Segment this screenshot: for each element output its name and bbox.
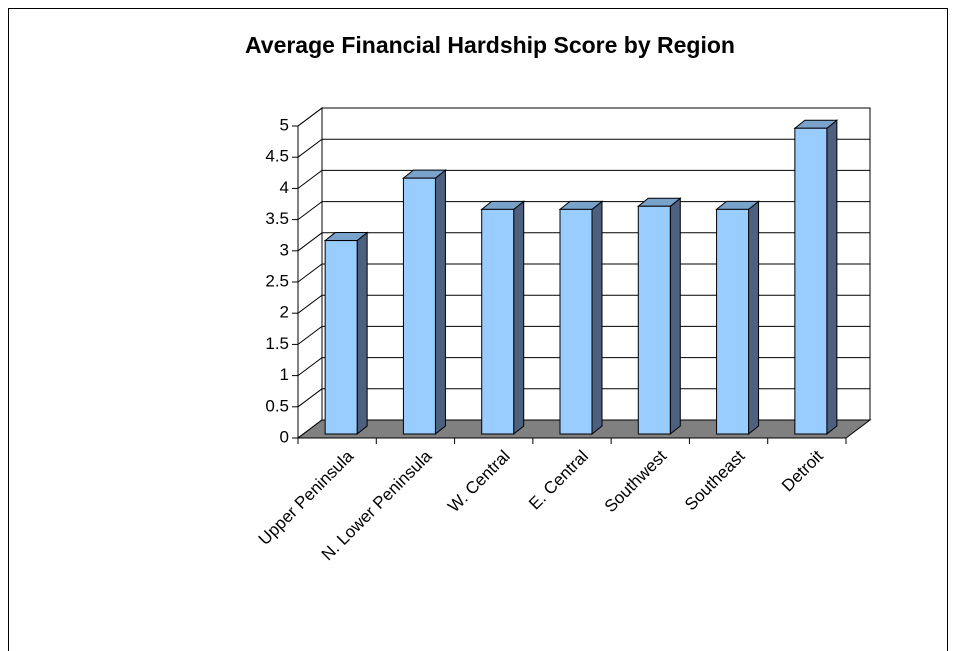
bar-side [669, 197, 681, 436]
y-tick-label: 0.5 [265, 396, 289, 415]
grid-line [297, 325, 870, 345]
bar [323, 231, 369, 436]
grid-line [297, 169, 870, 189]
y-tick-label: 4.5 [265, 147, 289, 166]
bar [636, 197, 682, 436]
bar-side [591, 200, 603, 436]
y-tick-label: 0 [280, 427, 289, 446]
y-tick-label: 4 [280, 178, 289, 197]
grid-line [297, 201, 870, 221]
bar-front [559, 208, 593, 435]
y-tick-label: 1 [280, 365, 289, 384]
grid-line [297, 294, 870, 314]
y-tick-label: 2.5 [265, 271, 289, 290]
y-tick-label: 1.5 [265, 334, 289, 353]
grid-line [297, 138, 870, 158]
chart-title: Average Financial Hardship Score by Regi… [245, 32, 735, 58]
grid-line [297, 107, 870, 127]
grid-line [297, 357, 870, 377]
bar-side [826, 119, 838, 436]
grid-line [297, 388, 870, 408]
grid-line [297, 263, 870, 283]
bar-front [637, 205, 671, 435]
bar [558, 200, 604, 436]
bar-side [434, 169, 446, 436]
bar-side [748, 200, 760, 436]
bar-front [402, 177, 436, 435]
bar-front [716, 208, 750, 435]
bar-front [324, 240, 358, 435]
bar [402, 169, 447, 436]
y-tick-label: 5 [280, 115, 289, 134]
bar-side [356, 231, 368, 436]
bar [793, 119, 839, 436]
bar-front [481, 208, 515, 435]
bar [480, 200, 526, 436]
bar-side [513, 200, 525, 436]
grid-line [297, 232, 870, 252]
y-tick-label: 2 [280, 303, 289, 322]
y-tick-label: 3.5 [265, 209, 289, 228]
bar [715, 200, 760, 436]
y-tick-label: 3 [280, 240, 289, 259]
bar-front [794, 127, 828, 435]
